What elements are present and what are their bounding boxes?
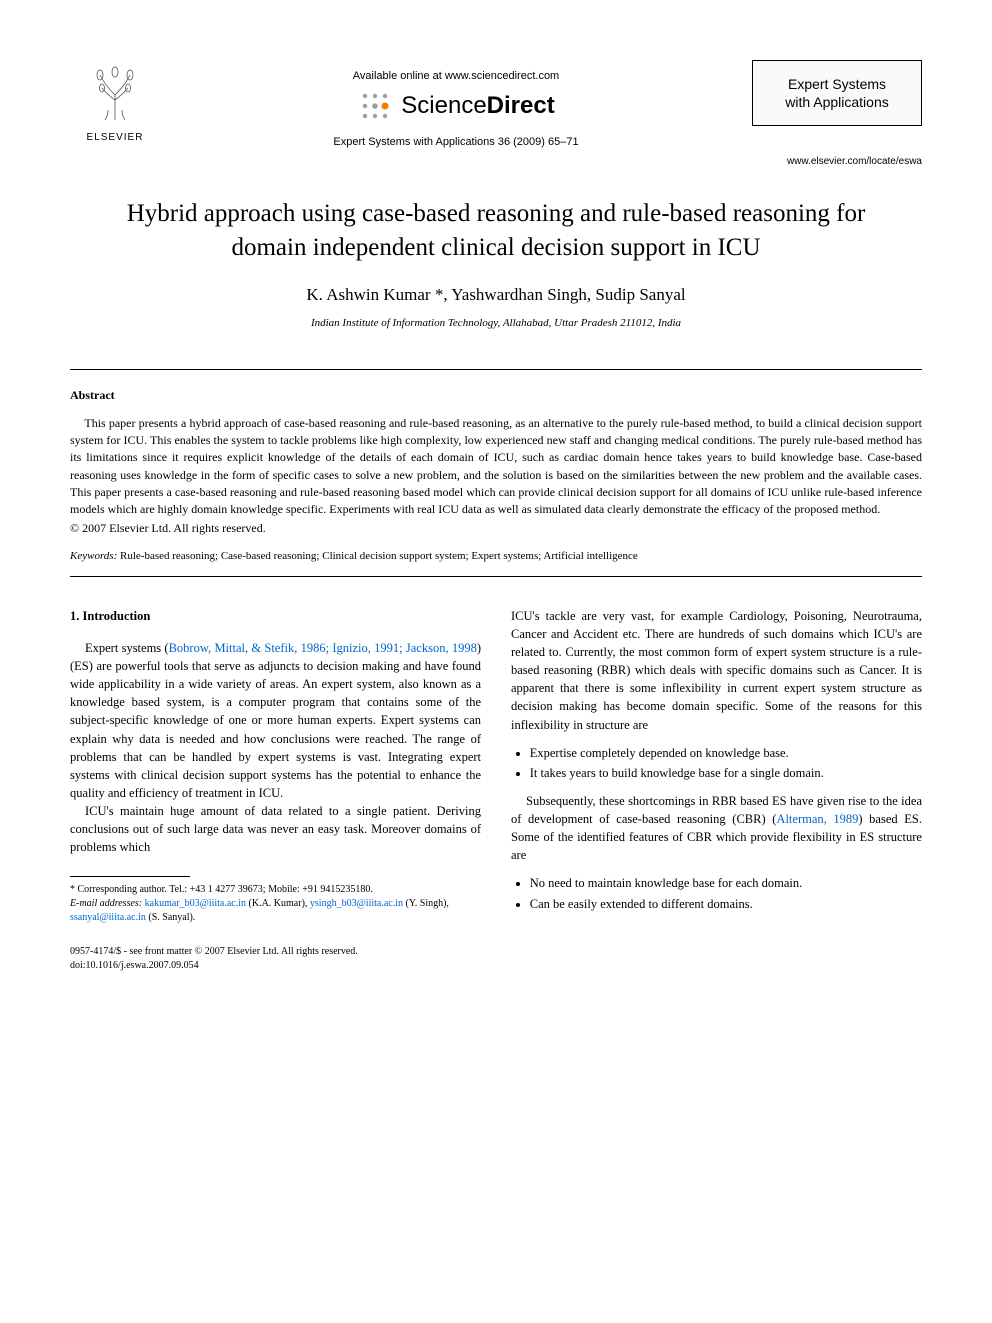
bullet-2a: No need to maintain knowledge base for e… (530, 874, 922, 892)
affiliation: Indian Institute of Information Technolo… (70, 317, 922, 329)
citation-link-2[interactable]: Alterman, 1989 (776, 812, 858, 826)
keywords-text: Rule-based reasoning; Case-based reasoni… (117, 550, 638, 562)
email-line: E-mail addresses: kakumar_b03@iiita.ac.i… (70, 897, 481, 925)
journal-box-wrapper: Expert Systems with Applications (752, 60, 922, 126)
abstract-heading: Abstract (70, 388, 922, 403)
bullet-2b: Can be easily extended to different doma… (530, 895, 922, 913)
footnote-block: * Corresponding author. Tel.: +43 1 4277… (70, 883, 481, 925)
intro-heading: 1. Introduction (70, 607, 481, 625)
issn-line: 0957-4174/$ - see front matter © 2007 El… (70, 945, 481, 959)
left-column: 1. Introduction Expert systems (Bobrow, … (70, 607, 481, 974)
corresponding-author: * Corresponding author. Tel.: +43 1 4277… (70, 883, 481, 897)
citation-link-1[interactable]: Bobrow, Mittal, & Stefik, 1986; Ignizio,… (169, 641, 477, 655)
right-column: ICU's tackle are very vast, for example … (511, 607, 922, 974)
paper-title: Hybrid approach using case-based reasoni… (70, 197, 922, 265)
elsevier-tree-icon (80, 60, 150, 130)
journal-box: Expert Systems with Applications (752, 60, 922, 126)
footnote-rule (70, 876, 190, 877)
center-header: Available online at www.sciencedirect.co… (160, 60, 752, 148)
intro-p4: Subsequently, these shortcomings in RBR … (511, 792, 922, 865)
keywords: Keywords: Rule-based reasoning; Case-bas… (70, 550, 922, 562)
intro-p1: Expert systems (Bobrow, Mittal, & Stefik… (70, 639, 481, 802)
rule-bottom (70, 576, 922, 577)
bullet-1a: Expertise completely depended on knowled… (530, 744, 922, 762)
journal-citation: Expert Systems with Applications 36 (200… (160, 136, 752, 148)
journal-url[interactable]: www.elsevier.com/locate/eswa (70, 156, 922, 167)
header-row: ELSEVIER Available online at www.science… (70, 60, 922, 148)
intro-p2: ICU's maintain huge amount of data relat… (70, 802, 481, 856)
elsevier-logo: ELSEVIER (70, 60, 160, 143)
abstract-copyright: © 2007 Elsevier Ltd. All rights reserved… (70, 521, 922, 536)
email-3[interactable]: ssanyal@iiita.ac.in (70, 912, 146, 923)
keywords-label: Keywords: (70, 550, 117, 562)
bullet-list-2: No need to maintain knowledge base for e… (511, 874, 922, 912)
intro-p3: ICU's tackle are very vast, for example … (511, 607, 922, 734)
bottom-info: 0957-4174/$ - see front matter © 2007 El… (70, 945, 481, 973)
email-2[interactable]: ysingh_b03@iiita.ac.in (310, 898, 403, 909)
journal-box-line2: with Applications (765, 93, 909, 111)
bullet-list-1: Expertise completely depended on knowled… (511, 744, 922, 782)
sciencedirect-logo: ScienceDirect (160, 88, 752, 124)
elsevier-label: ELSEVIER (87, 132, 144, 143)
authors: K. Ashwin Kumar *, Yashwardhan Singh, Su… (70, 285, 922, 305)
email-1[interactable]: kakumar_b03@iiita.ac.in (145, 898, 246, 909)
sciencedirect-text: ScienceDirect (401, 92, 554, 120)
journal-box-line1: Expert Systems (765, 75, 909, 93)
rule-top (70, 369, 922, 370)
email-label: E-mail addresses: (70, 898, 142, 909)
available-online-text: Available online at www.sciencedirect.co… (160, 70, 752, 82)
sciencedirect-icon (357, 88, 393, 124)
doi-line: doi:10.1016/j.eswa.2007.09.054 (70, 959, 481, 973)
body-columns: 1. Introduction Expert systems (Bobrow, … (70, 607, 922, 974)
abstract-body: This paper presents a hybrid approach of… (70, 415, 922, 519)
bullet-1b: It takes years to build knowledge base f… (530, 764, 922, 782)
